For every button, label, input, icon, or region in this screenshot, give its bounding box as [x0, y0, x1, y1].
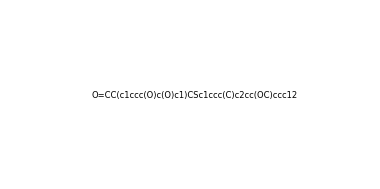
Text: O=CC(c1ccc(O)c(O)c1)CSc1ccc(C)c2cc(OC)ccc12: O=CC(c1ccc(O)c(O)c1)CSc1ccc(C)c2cc(OC)cc… — [92, 91, 298, 100]
